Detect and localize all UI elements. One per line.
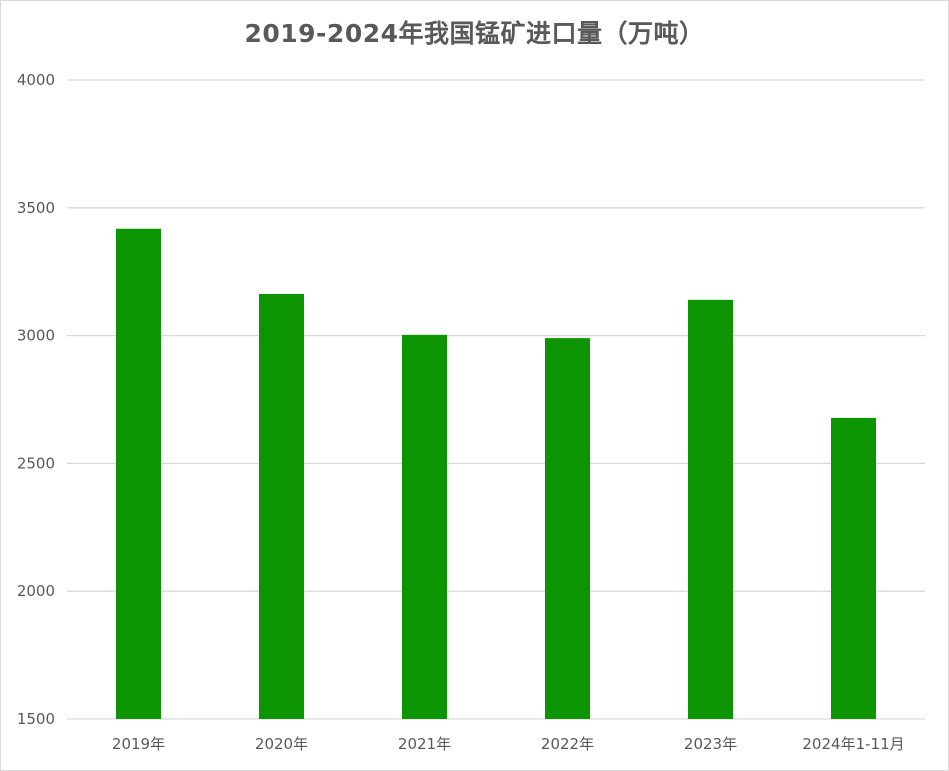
x-tick-label: 2020年 [255,735,308,753]
x-tick-label: 2021年 [398,735,451,753]
y-tick-label: 4000 [17,71,55,89]
x-axis-tick-labels: 2019年 2020年 2021年 2022年 2023年 2024年1-11月 [112,735,905,753]
bars [116,228,876,719]
x-tick-label: 2023年 [684,735,737,753]
bar [116,228,161,719]
bar [545,338,590,719]
bar [688,299,733,719]
x-tick-label: 2024年1-11月 [802,735,904,753]
bar [259,293,304,719]
y-tick-label: 2000 [17,582,55,600]
y-tick-label: 1500 [17,710,55,728]
x-tick-label: 2019年 [112,735,165,753]
gridlines [67,79,925,720]
chart-title: 2019-2024年我国锰矿进口量（万吨） [244,19,705,48]
y-tick-label: 2500 [17,454,55,472]
y-tick-label: 3000 [17,327,55,345]
y-tick-label: 3500 [17,199,55,217]
bar [831,417,876,719]
bar [402,334,447,719]
y-axis-tick-labels: 1500 2000 2500 3000 3500 4000 [17,71,55,728]
x-tick-label: 2022年 [541,735,594,753]
